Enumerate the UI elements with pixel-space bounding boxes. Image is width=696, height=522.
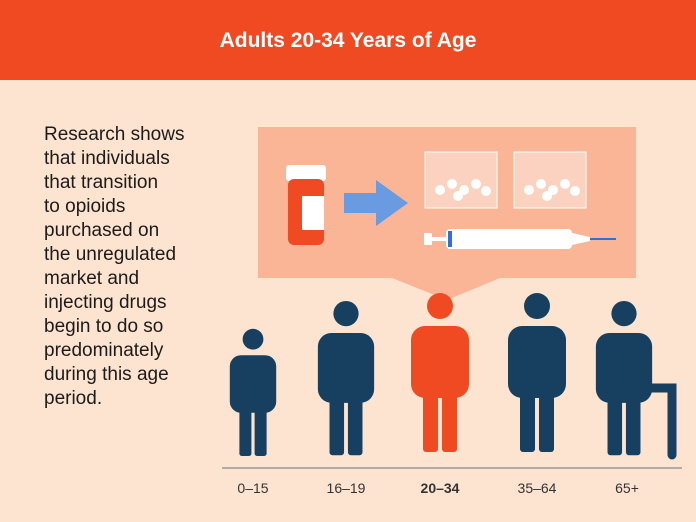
- cane: [645, 383, 677, 460]
- text-line: during this age: [44, 364, 169, 385]
- text-line: injecting drugs: [44, 292, 167, 313]
- text-line: the unregulated: [44, 244, 176, 265]
- body-text: Research shows that individuals that tra…: [44, 124, 184, 409]
- text-line: to opioids: [44, 196, 125, 217]
- figures: [229, 293, 677, 460]
- callout: [258, 127, 636, 300]
- age-label: 35–64: [518, 480, 557, 496]
- header-band: [0, 0, 696, 80]
- text-line: period.: [44, 388, 102, 409]
- age-label: 16–19: [327, 480, 366, 496]
- age-label: 0–15: [237, 480, 268, 496]
- text-line: that transition: [44, 172, 158, 193]
- text-line: purchased on: [44, 220, 159, 241]
- text-line: that individuals: [44, 148, 170, 169]
- text-line: predominately: [44, 340, 164, 361]
- age-label: 65+: [615, 480, 639, 496]
- text-line: begin to do so: [44, 316, 163, 337]
- age-label: 20–34: [421, 480, 460, 496]
- text-line: market and: [44, 268, 139, 289]
- title: Adults 20-34 Years of Age: [220, 29, 477, 52]
- text-line: Research shows: [44, 124, 184, 145]
